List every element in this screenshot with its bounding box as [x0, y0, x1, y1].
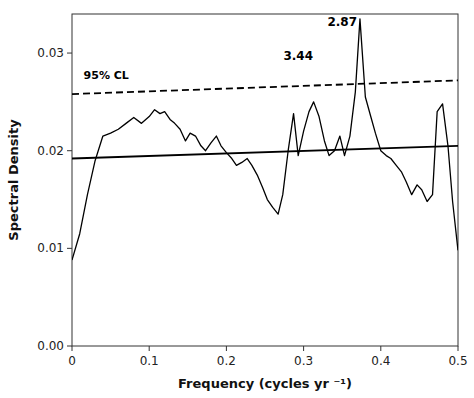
plot-frame: [72, 14, 458, 346]
x-tick: [458, 346, 459, 351]
y-tick-label: 0.03: [37, 46, 64, 60]
chart: 0 0.1 0.2 0.3 0.4 0.5 0.00 0.01 0.02 0.03 Frequenc…: [0, 0, 474, 398]
x-tick: [380, 346, 381, 351]
annotation: 95% CL: [84, 69, 129, 82]
y-tick: [67, 53, 72, 54]
annotations: 2.87 3.44 95% CL: [84, 15, 357, 83]
annotation: 3.44: [283, 49, 313, 63]
x-tick-label: 0: [68, 354, 76, 368]
x-tick-label: 0.3: [294, 354, 313, 368]
x-tick-label: 0.5: [448, 354, 467, 368]
y-axis-label: Spectral Density: [6, 119, 21, 241]
y-tick: [67, 150, 72, 151]
x-tick: [303, 346, 304, 351]
x-axis-label: Frequency (cycles yr ⁻¹): [178, 376, 352, 391]
x-tick: [72, 346, 73, 351]
y-tick-label: 0.00: [37, 339, 64, 353]
annotation: 2.87: [327, 15, 357, 29]
y-tick-label: 0.01: [37, 241, 64, 255]
y-tick: [67, 346, 72, 347]
x-tick-label: 0.4: [371, 354, 390, 368]
series-line: [72, 146, 458, 159]
series-line: [72, 80, 458, 94]
y-tick: [67, 248, 72, 249]
x-tick: [226, 346, 227, 351]
x-tick-label: 0.2: [217, 354, 236, 368]
y-axis: 0.00 0.01 0.02 0.03: [37, 46, 72, 353]
y-tick-label: 0.02: [37, 144, 64, 158]
series-line: [72, 19, 458, 260]
x-axis: 0 0.1 0.2 0.3 0.4 0.5: [68, 346, 467, 368]
x-tick: [149, 346, 150, 351]
x-tick-label: 0.1: [140, 354, 159, 368]
plot-area: [72, 19, 458, 260]
